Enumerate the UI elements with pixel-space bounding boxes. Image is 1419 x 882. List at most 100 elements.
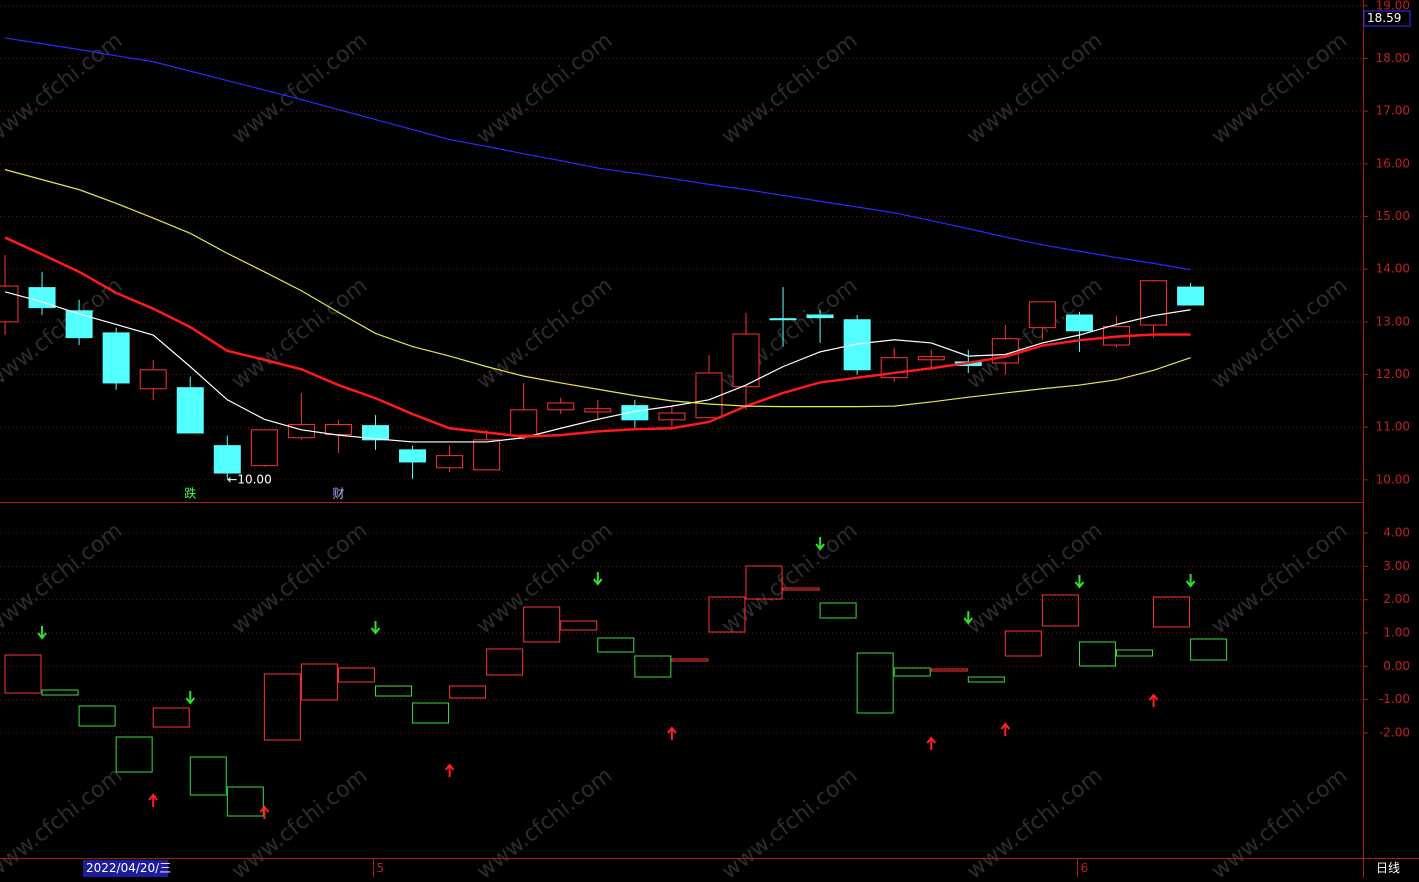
indicator-box xyxy=(1153,596,1191,628)
candle-body xyxy=(621,405,649,421)
ma-line xyxy=(4,169,1191,408)
ma-line xyxy=(4,291,1191,443)
y-tick-label: 1.00 xyxy=(1383,626,1410,640)
indicator-box xyxy=(1116,649,1153,657)
candle-body xyxy=(102,332,130,384)
y-tick-label: 2.00 xyxy=(1383,592,1410,606)
y-tick-label: 14.00 xyxy=(1376,262,1410,276)
y-tick-label: 12.00 xyxy=(1376,367,1410,381)
buy-arrow xyxy=(1148,693,1159,707)
candle-body xyxy=(250,429,278,467)
candle-body xyxy=(917,356,945,361)
indicator-box xyxy=(597,637,635,653)
price-box xyxy=(1363,10,1411,27)
sell-arrow xyxy=(37,626,47,640)
buy-arrow xyxy=(926,736,937,750)
y-tick-label: -1.00 xyxy=(1379,692,1410,706)
y-tick-label: 15.00 xyxy=(1376,209,1410,223)
indicator-box xyxy=(337,667,375,683)
candle-body xyxy=(1140,280,1168,326)
sell-arrow xyxy=(593,572,603,586)
candle-body xyxy=(1177,286,1205,306)
buy-arrow xyxy=(148,793,158,807)
buy-arrow xyxy=(444,763,455,777)
sell-arrow xyxy=(1074,575,1085,589)
candle-body xyxy=(695,372,723,419)
y-tick-label: 19.00 xyxy=(1376,0,1410,12)
x-tick-label: 5 xyxy=(377,861,385,875)
indicator-box xyxy=(1041,594,1079,627)
indicator-box xyxy=(263,673,301,741)
indicator-box xyxy=(523,606,561,643)
candle-body xyxy=(1065,314,1093,332)
indicator-box xyxy=(412,702,450,724)
buy-arrow xyxy=(667,726,677,740)
y-tick-label: 16.00 xyxy=(1376,156,1410,170)
candle-body xyxy=(769,318,797,321)
candle-body xyxy=(0,285,19,323)
indicator-box xyxy=(449,685,487,699)
indicator-box xyxy=(782,587,820,591)
candle-body xyxy=(547,402,575,411)
candle-body xyxy=(362,425,389,441)
candle-body xyxy=(806,314,834,319)
candle-body xyxy=(658,412,686,421)
indicator-box xyxy=(486,648,524,676)
candle-body xyxy=(399,449,427,463)
cursor-date-bg xyxy=(83,860,168,877)
candle-body xyxy=(584,408,612,413)
low-annotation: ←10.00 xyxy=(227,472,271,486)
indicator-box xyxy=(1078,641,1116,667)
candle-body xyxy=(28,287,56,309)
y-tick-label: 4.00 xyxy=(1383,526,1410,540)
indicator-box xyxy=(819,602,857,619)
indicator-box xyxy=(375,685,412,697)
candle-body xyxy=(213,445,241,474)
indicator-box xyxy=(634,655,672,678)
candle-body xyxy=(473,439,501,471)
candle-body xyxy=(139,369,167,390)
indicator-box xyxy=(300,663,338,701)
y-tick-label: 17.00 xyxy=(1376,104,1410,118)
y-tick-label: 3.00 xyxy=(1383,559,1410,573)
indicator-box xyxy=(856,652,894,714)
sell-arrow xyxy=(185,691,196,705)
y-tick-label: 0.00 xyxy=(1383,659,1410,673)
event-label: 跌 xyxy=(184,486,196,501)
y-tick-label: 11.00 xyxy=(1376,420,1410,434)
candle-body xyxy=(176,387,204,434)
ma-line xyxy=(4,37,1191,271)
y-tick-label: 18.00 xyxy=(1376,51,1410,65)
candle-body xyxy=(732,333,760,388)
y-tick-label: 10.00 xyxy=(1376,472,1410,486)
indicator-box xyxy=(226,786,264,817)
sell-arrow xyxy=(963,611,974,625)
indicator-box xyxy=(189,756,227,796)
candle-body xyxy=(843,319,871,371)
indicator-box xyxy=(115,736,153,773)
x-tick-label: 6 xyxy=(1080,861,1088,875)
candle-body xyxy=(436,455,464,469)
indicator-box xyxy=(41,689,79,696)
indicator-box xyxy=(967,676,1005,683)
sell-arrow xyxy=(815,537,825,551)
sell-arrow xyxy=(370,621,381,635)
indicator-box xyxy=(78,705,116,727)
indicator-box xyxy=(708,596,746,633)
indicator-box xyxy=(560,620,598,631)
indicator-box xyxy=(893,667,931,677)
price-box-label: 18.59 xyxy=(1367,11,1401,25)
event-label: 财 xyxy=(332,487,344,501)
candle-body xyxy=(324,424,352,436)
indicator-box xyxy=(671,658,709,662)
buy-arrow xyxy=(1000,722,1011,736)
indicator-box xyxy=(745,565,783,600)
indicator-box xyxy=(930,668,968,672)
candle-body xyxy=(510,409,538,436)
candle-body xyxy=(1028,301,1056,329)
indicator-box xyxy=(4,654,42,694)
candle-body xyxy=(65,310,93,339)
